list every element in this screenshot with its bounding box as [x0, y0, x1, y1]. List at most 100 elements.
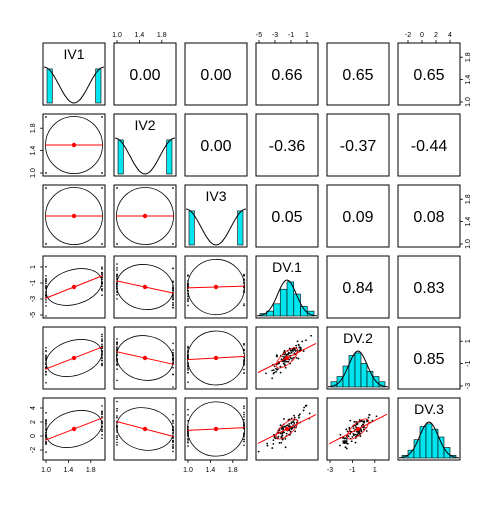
- data-point: [301, 340, 304, 343]
- tick-label: 1.4: [135, 32, 145, 39]
- data-point: [172, 301, 174, 304]
- panel-DV.3-DV.3: [397, 397, 461, 461]
- data-point: [116, 441, 118, 444]
- data-point: [172, 295, 174, 297]
- data-point: [116, 400, 118, 403]
- panel-IV2-DV.2: [326, 113, 390, 177]
- tick-label: 1.0: [183, 467, 193, 474]
- data-point: [354, 425, 357, 427]
- mean-point: [284, 355, 290, 361]
- data-point: [172, 306, 174, 309]
- data-point: [368, 414, 371, 416]
- data-point: [101, 268, 103, 270]
- panel-IV3-DV.2: [326, 184, 390, 248]
- data-point: [282, 360, 285, 363]
- data-point: [187, 437, 189, 440]
- data-point: [344, 440, 347, 443]
- data-point: [344, 446, 347, 449]
- tick-label: -1: [288, 32, 294, 39]
- panel-frame: [326, 42, 390, 106]
- data-point: [356, 430, 358, 433]
- panel-frame: [42, 255, 106, 319]
- panel-DV.3-DV.2: [326, 397, 390, 461]
- panel-IV3-DV.3: [397, 184, 461, 248]
- data-point: [172, 187, 174, 189]
- panel-IV2-IV1: [42, 113, 106, 177]
- data-point: [283, 349, 286, 352]
- data-point: [187, 304, 189, 307]
- data-point: [287, 360, 290, 363]
- data-point: [116, 379, 118, 382]
- data-point: [290, 351, 293, 354]
- data-point: [283, 425, 286, 428]
- data-point: [45, 284, 47, 287]
- data-point: [293, 426, 296, 428]
- data-point: [187, 297, 189, 300]
- panel-frame: [42, 184, 106, 248]
- data-point: [45, 354, 47, 357]
- data-point: [45, 370, 47, 373]
- data-point: [352, 432, 355, 435]
- density-curve: [43, 66, 105, 104]
- data-point: [45, 422, 47, 425]
- density-curve: [256, 279, 318, 317]
- mean-point: [71, 142, 77, 148]
- data-point: [295, 357, 298, 359]
- data-point: [345, 428, 348, 431]
- tick-label: 1.8: [228, 467, 238, 474]
- data-point: [295, 421, 298, 424]
- data-point: [45, 373, 47, 376]
- data-point: [101, 415, 103, 418]
- data-point: [172, 304, 174, 307]
- data-point: [285, 353, 288, 356]
- panel-frame: [113, 42, 177, 106]
- panel-DV.1-DV.3: [397, 255, 461, 319]
- mean-point: [213, 284, 219, 290]
- histogram-bar: [279, 288, 288, 317]
- data-point: [366, 419, 369, 422]
- data-point: [299, 348, 302, 351]
- data-point: [101, 430, 103, 433]
- data-point: [187, 439, 189, 441]
- data-point: [291, 357, 293, 360]
- data-point: [101, 437, 103, 440]
- data-point: [305, 404, 308, 407]
- correlation-value: -0.36: [269, 138, 306, 155]
- tick-label: -5: [256, 32, 262, 39]
- data-point: [172, 349, 174, 351]
- data-point: [172, 267, 174, 270]
- data-point: [257, 450, 260, 453]
- data-point: [285, 360, 288, 363]
- data-point: [116, 363, 118, 366]
- data-point: [243, 344, 245, 346]
- data-point: [45, 286, 47, 288]
- data-point: [356, 422, 359, 425]
- data-point: [243, 418, 245, 421]
- panel-IV2-DV.3: [397, 113, 461, 177]
- panel-DV.1-DV.1: [255, 255, 319, 319]
- data-point: [116, 298, 118, 300]
- data-point: [116, 368, 118, 370]
- panel-frame: [326, 113, 390, 177]
- data-point: [101, 434, 103, 436]
- tick-label: 1: [30, 265, 37, 269]
- diagonal-label-IV2: IV2: [134, 117, 155, 133]
- data-point: [297, 344, 300, 347]
- tick-label: 0: [30, 434, 37, 438]
- data-point: [350, 440, 353, 443]
- correlation-value: 0.66: [271, 67, 302, 84]
- data-point: [116, 416, 118, 419]
- data-point: [294, 430, 297, 433]
- tick-label: -3: [272, 32, 278, 39]
- data-point: [276, 368, 279, 371]
- panel-frame: [326, 326, 390, 390]
- data-point: [296, 340, 299, 343]
- panel-IV3-IV1: [42, 184, 106, 248]
- panel-DV.3-IV1: [42, 397, 106, 461]
- data-point: [101, 364, 103, 367]
- data-point: [302, 409, 305, 412]
- histogram-bar: [237, 210, 244, 246]
- data-point: [101, 271, 103, 274]
- data-point: [101, 276, 103, 279]
